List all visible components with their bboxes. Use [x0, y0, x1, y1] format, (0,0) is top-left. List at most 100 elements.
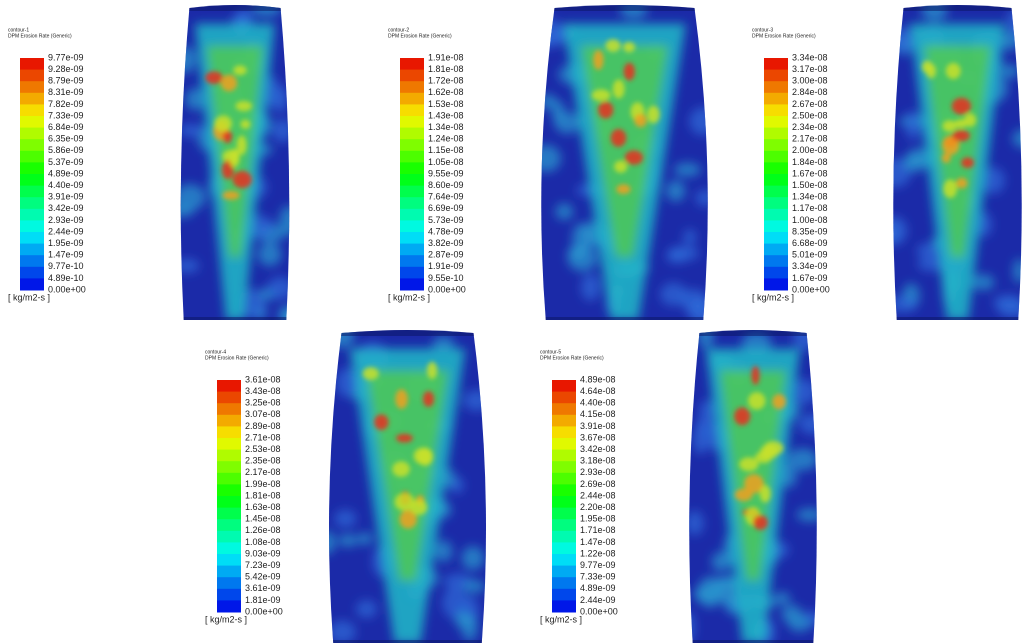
- colorbar-swatch: [217, 380, 241, 392]
- colorbar-label: 9.28e-09: [48, 64, 84, 74]
- colorbar-swatch: [552, 380, 576, 392]
- colorbar-swatch: [217, 554, 241, 566]
- colorbar-label: 1.53e-08: [428, 99, 464, 109]
- hotspot: [955, 119, 968, 128]
- colorbar-label: 2.67e-08: [792, 99, 828, 109]
- hotspot: [374, 414, 388, 430]
- colorbar-swatch: [400, 81, 424, 93]
- colorbar-swatch: [764, 70, 788, 82]
- contour-image: [880, 0, 1025, 320]
- colorbar-swatch: [20, 174, 44, 186]
- page: {"panels": [ {"title": "contour-1", "var…: [0, 0, 1025, 643]
- colorbar-label: 1.84e-08: [792, 157, 828, 167]
- colorbar-swatch: [764, 209, 788, 221]
- unit-label: [ kg/m2-s ]: [540, 614, 582, 624]
- colorbar-label: 2.87e-09: [428, 250, 464, 260]
- colorbar-label: 3.67e-08: [580, 432, 616, 442]
- colorbar-swatch: [764, 162, 788, 174]
- colorbar-label: 2.00e-08: [792, 145, 828, 155]
- hotspot: [952, 98, 971, 115]
- blob: [886, 223, 899, 245]
- colorbar-swatch: [400, 244, 424, 256]
- figure: contour-1DPM Erosion Rate (Generic)9.77e…: [0, 0, 1025, 643]
- blob: [258, 242, 282, 266]
- colorbar-label: 1.22e-08: [580, 548, 616, 558]
- hotspot: [392, 461, 409, 477]
- hotspot: [417, 448, 433, 466]
- colorbar-label: 6.84e-09: [48, 122, 84, 132]
- colorbar-swatch: [764, 232, 788, 244]
- colorbar-label: 1.67e-08: [792, 168, 828, 178]
- colorbar-label: 0.00e+00: [48, 284, 86, 294]
- blob: [572, 223, 593, 253]
- contour-image: [683, 320, 828, 643]
- colorbar-swatch: [20, 278, 44, 290]
- colorbar-swatch: [20, 232, 44, 244]
- colorbar-label: 2.93e-09: [48, 215, 84, 225]
- colorbar-label: 5.42e-09: [245, 572, 281, 582]
- colorbar-swatch: [20, 104, 44, 116]
- contour-image: [169, 1, 299, 327]
- colorbar-label: 7.33e-09: [48, 110, 84, 120]
- colorbar-label: 3.00e-08: [792, 76, 828, 86]
- colorbar-swatch: [764, 151, 788, 163]
- colorbar-swatch: [400, 104, 424, 116]
- blob: [318, 531, 336, 555]
- hotspot: [946, 63, 961, 79]
- colorbar-label: 3.91e-08: [580, 421, 616, 431]
- blob: [694, 585, 719, 603]
- hotspot: [952, 130, 970, 142]
- colorbar-label: 1.45e-08: [245, 514, 281, 524]
- colorbar-label: 8.35e-09: [792, 226, 828, 236]
- colorbar-label: 6.35e-09: [48, 134, 84, 144]
- colorbar-label: 6.69e-09: [428, 203, 464, 213]
- hotspot: [222, 191, 239, 200]
- colorbar-swatch: [764, 58, 788, 70]
- colorbar-swatch: [764, 278, 788, 290]
- colorbar-swatch: [217, 589, 241, 601]
- blob: [683, 611, 695, 642]
- blob: [169, 204, 194, 217]
- hotspot: [760, 485, 771, 502]
- colorbar-swatch: [20, 267, 44, 279]
- unit-label: [ kg/m2-s ]: [388, 292, 430, 302]
- colorbar-swatch: [217, 577, 241, 589]
- colorbar-label: 3.42e-09: [48, 203, 84, 213]
- blob: [689, 107, 716, 135]
- blob: [535, 18, 562, 48]
- hotspot: [772, 394, 786, 409]
- blob: [279, 306, 297, 327]
- colorbar-swatch: [552, 450, 576, 462]
- colorbar-swatch: [764, 267, 788, 279]
- legend-variable: DPM Erosion Rate (Generic): [540, 355, 604, 361]
- blob: [272, 119, 294, 143]
- colorbar-swatch: [20, 58, 44, 70]
- colorbar-label: 1.43e-08: [428, 110, 464, 120]
- hotspot: [735, 489, 753, 502]
- colorbar-label: 1.63e-08: [245, 502, 281, 512]
- colorbar-swatch: [552, 508, 576, 520]
- colorbar-swatch: [217, 508, 241, 520]
- colorbar-label: 8.60e-09: [428, 180, 464, 190]
- colorbar-label: 4.89e-09: [580, 583, 616, 593]
- colorbar-label: 2.93e-08: [580, 467, 616, 477]
- colorbar-swatch: [20, 93, 44, 105]
- colorbar-label: 1.47e-08: [580, 537, 616, 547]
- colorbar-label: 9.55e-10: [428, 273, 464, 283]
- colorbar-label: 1.26e-08: [245, 525, 281, 535]
- colorbar-label: 1.05e-08: [428, 157, 464, 167]
- colorbar-label: 4.89e-10: [48, 273, 84, 283]
- hotspot: [396, 434, 413, 443]
- hotspot: [427, 362, 437, 380]
- hotspot: [739, 457, 758, 471]
- colorbar-swatch: [400, 58, 424, 70]
- colorbar-label: 2.84e-08: [792, 87, 828, 97]
- colorbar-swatch: [764, 81, 788, 93]
- colorbar-swatch: [217, 415, 241, 427]
- colorbar-label: 3.07e-08: [245, 409, 281, 419]
- hotspot: [647, 106, 660, 124]
- hotspot: [223, 130, 233, 143]
- colorbar-label: 3.61e-08: [245, 374, 281, 384]
- colorbar-swatch: [20, 116, 44, 128]
